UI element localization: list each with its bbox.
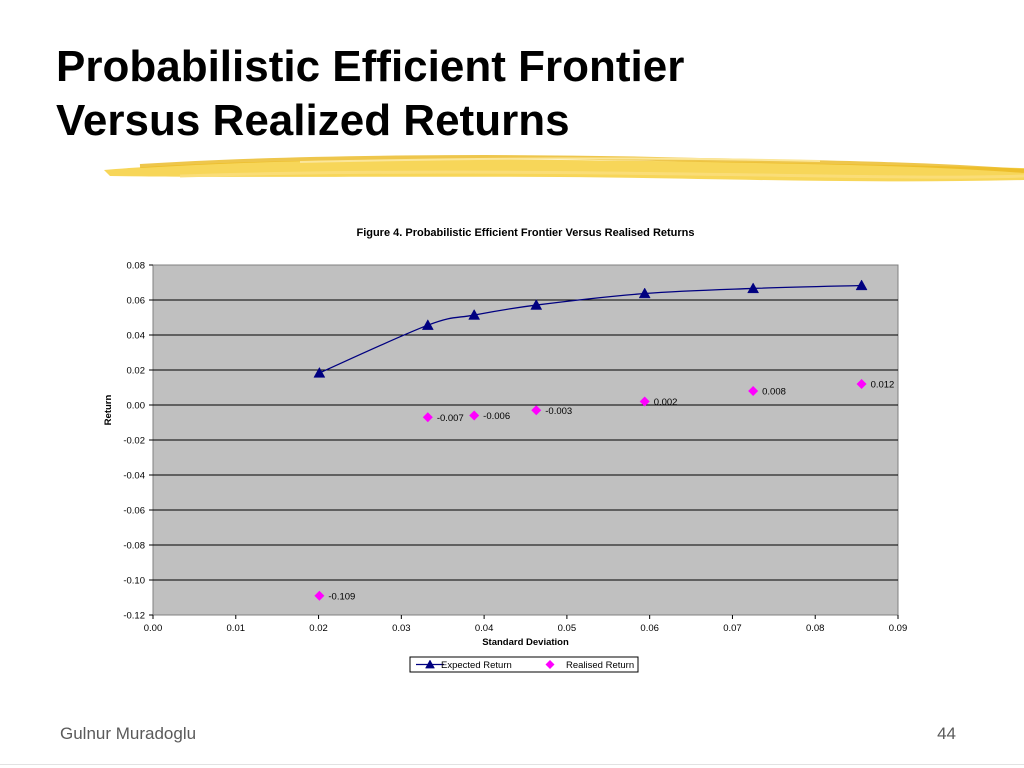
legend-expected-marker — [425, 659, 435, 669]
y-tick-label: -0.02 — [123, 436, 145, 447]
expected-return-point — [638, 287, 651, 299]
expected-return-point — [313, 366, 326, 378]
realised-return-point — [314, 590, 325, 601]
y-tick-label: -0.10 — [123, 576, 145, 587]
legend-box — [409, 656, 639, 673]
realised-return-data-label: 0.012 — [871, 380, 895, 391]
expected-return-point — [421, 319, 434, 330]
y-tick-label: -0.12 — [123, 611, 145, 622]
expected-return-point — [855, 279, 868, 291]
y-tick-label: 0.02 — [127, 366, 146, 377]
x-tick-label: 0.02 — [309, 623, 328, 634]
realised-return-point — [422, 412, 433, 423]
title-highlight-stroke — [104, 155, 1024, 182]
footer-author: Gulnur Muradoglu — [60, 724, 197, 743]
realised-return-data-label: -0.003 — [545, 406, 572, 417]
realised-return-data-label: -0.007 — [437, 413, 464, 424]
expected-return-point — [747, 282, 760, 294]
expected-return-point — [530, 299, 543, 310]
x-tick-label: 0.03 — [392, 623, 411, 634]
realised-return-data-label: 0.008 — [762, 387, 786, 398]
y-tick-label: 0.06 — [127, 296, 146, 307]
slide-title-line-1: Probabilistic Efficient Frontier — [56, 42, 685, 91]
realised-return-data-label: -0.006 — [483, 411, 510, 422]
realised-return-point — [531, 405, 542, 416]
realised-return-point — [639, 396, 650, 407]
legend-expected-label: Expected Return — [441, 660, 512, 671]
realised-return-point — [856, 379, 867, 389]
slide-title: Probabilistic Efficient Frontier Versus … — [56, 40, 684, 148]
x-tick-label: 0.07 — [723, 623, 742, 634]
x-tick-label: 0.00 — [144, 623, 163, 634]
legend-realised-label: Realised Return — [566, 660, 634, 671]
realised-return-data-label: 0.002 — [654, 397, 678, 408]
page-number: 44 — [937, 724, 956, 743]
expected-return-point — [468, 309, 481, 320]
x-tick-label: 0.05 — [558, 623, 577, 634]
bottom-divider — [0, 764, 1024, 765]
y-tick-label: 0.00 — [127, 401, 146, 412]
slide-title-line-2: Versus Realized Returns — [56, 96, 570, 145]
y-tick-label: 0.04 — [127, 331, 146, 342]
x-tick-label: 0.09 — [889, 623, 908, 634]
x-axis-label: Standard Deviation — [482, 637, 569, 648]
x-tick-label: 0.04 — [475, 623, 494, 634]
realised-return-point — [748, 386, 759, 396]
y-tick-label: 0.08 — [127, 261, 146, 272]
y-axis-label: Return — [103, 395, 114, 426]
x-tick-label: 0.06 — [640, 623, 659, 634]
x-tick-label: 0.08 — [806, 623, 825, 634]
chart-title: Figure 4. Probabilistic Efficient Fronti… — [356, 227, 694, 239]
realised-return-point — [469, 410, 480, 421]
x-tick-label: 0.01 — [227, 623, 246, 634]
y-tick-label: -0.06 — [123, 506, 145, 517]
legend-realised-marker — [545, 660, 555, 669]
y-tick-label: -0.04 — [123, 471, 145, 482]
realised-return-data-label: -0.109 — [328, 591, 355, 602]
y-tick-label: -0.08 — [123, 541, 145, 552]
